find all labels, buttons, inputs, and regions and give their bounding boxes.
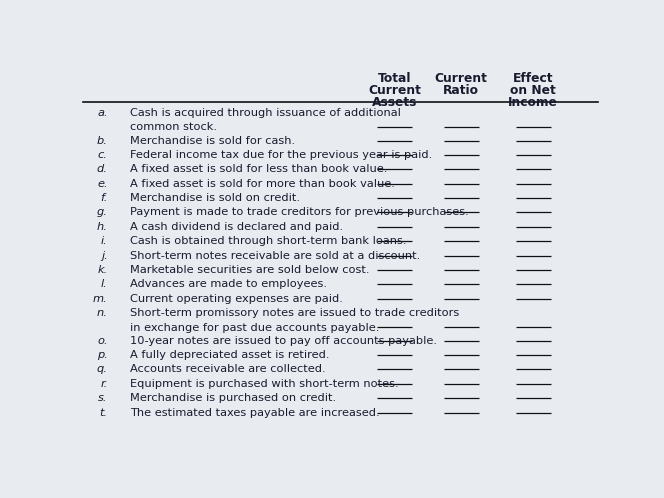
Text: Current operating expenses are paid.: Current operating expenses are paid.	[130, 294, 343, 304]
Text: Short-term promissory notes are issued to trade creditors: Short-term promissory notes are issued t…	[130, 308, 459, 318]
Text: n.: n.	[97, 308, 108, 318]
Text: l.: l.	[101, 279, 108, 289]
Text: Accounts receivable are collected.: Accounts receivable are collected.	[130, 365, 326, 374]
Text: b.: b.	[97, 135, 108, 145]
Text: p.: p.	[97, 350, 108, 360]
Text: g.: g.	[97, 208, 108, 218]
Text: o.: o.	[97, 336, 108, 346]
Text: m.: m.	[93, 294, 108, 304]
Text: on Net: on Net	[511, 84, 556, 97]
Text: Cash is acquired through issuance of additional: Cash is acquired through issuance of add…	[130, 108, 401, 118]
Text: Equipment is purchased with short-term notes.: Equipment is purchased with short-term n…	[130, 379, 399, 389]
Text: r.: r.	[100, 379, 108, 389]
Text: Marketable securities are sold below cost.: Marketable securities are sold below cos…	[130, 265, 370, 275]
Text: t.: t.	[100, 408, 108, 418]
Text: c.: c.	[98, 150, 108, 160]
Text: Current: Current	[435, 72, 487, 85]
Text: e.: e.	[97, 179, 108, 189]
Text: k.: k.	[98, 265, 108, 275]
Text: The estimated taxes payable are increased.: The estimated taxes payable are increase…	[130, 408, 380, 418]
Text: q.: q.	[97, 365, 108, 374]
Text: 10-year notes are issued to pay off accounts payable.: 10-year notes are issued to pay off acco…	[130, 336, 438, 346]
Text: Effect: Effect	[513, 72, 554, 85]
Text: A cash dividend is declared and paid.: A cash dividend is declared and paid.	[130, 222, 343, 232]
Text: Merchandise is sold on credit.: Merchandise is sold on credit.	[130, 193, 300, 203]
Text: Income: Income	[509, 96, 558, 109]
Text: in exchange for past due accounts payable.: in exchange for past due accounts payabl…	[130, 323, 380, 333]
Text: Advances are made to employees.: Advances are made to employees.	[130, 279, 327, 289]
Text: A fixed asset is sold for more than book value.: A fixed asset is sold for more than book…	[130, 179, 395, 189]
Text: j.: j.	[101, 250, 108, 260]
Text: s.: s.	[98, 393, 108, 403]
Text: Assets: Assets	[372, 96, 417, 109]
Text: Merchandise is sold for cash.: Merchandise is sold for cash.	[130, 135, 295, 145]
Text: i.: i.	[101, 236, 108, 246]
Text: Total: Total	[378, 72, 411, 85]
Text: a.: a.	[97, 108, 108, 118]
Text: h.: h.	[97, 222, 108, 232]
Text: Federal income tax due for the previous year is paid.: Federal income tax due for the previous …	[130, 150, 432, 160]
Text: d.: d.	[97, 164, 108, 174]
Text: f.: f.	[100, 193, 108, 203]
Text: Ratio: Ratio	[444, 84, 479, 97]
Text: Short-term notes receivable are sold at a discount.: Short-term notes receivable are sold at …	[130, 250, 420, 260]
Text: A fully depreciated asset is retired.: A fully depreciated asset is retired.	[130, 350, 330, 360]
Text: Current: Current	[368, 84, 421, 97]
Text: common stock.: common stock.	[130, 123, 217, 132]
Text: Merchandise is purchased on credit.: Merchandise is purchased on credit.	[130, 393, 337, 403]
Text: Cash is obtained through short-term bank loans.: Cash is obtained through short-term bank…	[130, 236, 407, 246]
Text: Payment is made to trade creditors for previous purchases.: Payment is made to trade creditors for p…	[130, 208, 469, 218]
Text: A fixed asset is sold for less than book value.: A fixed asset is sold for less than book…	[130, 164, 388, 174]
